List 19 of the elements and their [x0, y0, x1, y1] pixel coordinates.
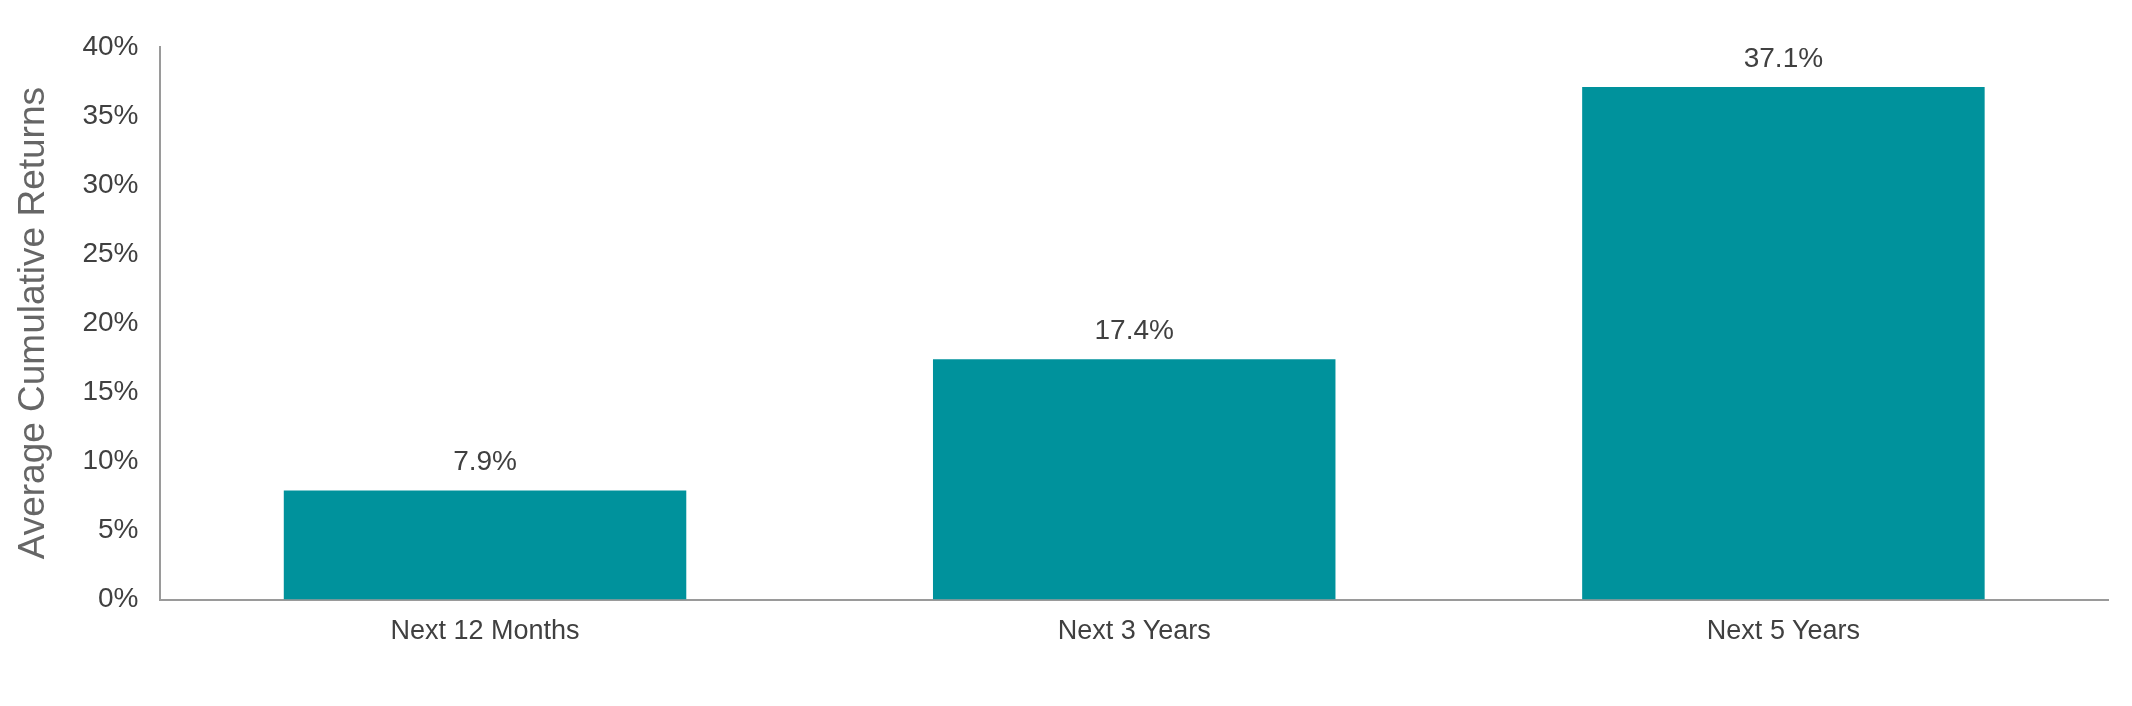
y-tick-label: 30% [82, 167, 139, 199]
bar [932, 359, 1336, 600]
y-tick-label: 20% [82, 305, 139, 337]
bar [283, 490, 687, 600]
bar [1582, 86, 1985, 600]
x-tick-label: Next 5 Years [1706, 615, 1860, 646]
y-tick-label: 5% [97, 513, 139, 545]
y-tick-label: 25% [82, 236, 139, 268]
data-label: 37.1% [1743, 41, 1824, 73]
x-tick-label: Next 12 Months [390, 615, 580, 646]
y-tick-label: 35% [82, 98, 139, 130]
data-label: 17.4% [1094, 313, 1174, 345]
y-tick-label: 40% [82, 29, 139, 61]
x-tick-label: Next 3 Years [1057, 615, 1211, 646]
data-label: 7.9% [453, 445, 517, 477]
y-tick-label: 0% [97, 582, 139, 614]
y-axis-title: Average Cumulative Returns [11, 87, 53, 560]
y-tick-label: 15% [82, 375, 139, 407]
y-tick-label: 10% [82, 444, 139, 476]
